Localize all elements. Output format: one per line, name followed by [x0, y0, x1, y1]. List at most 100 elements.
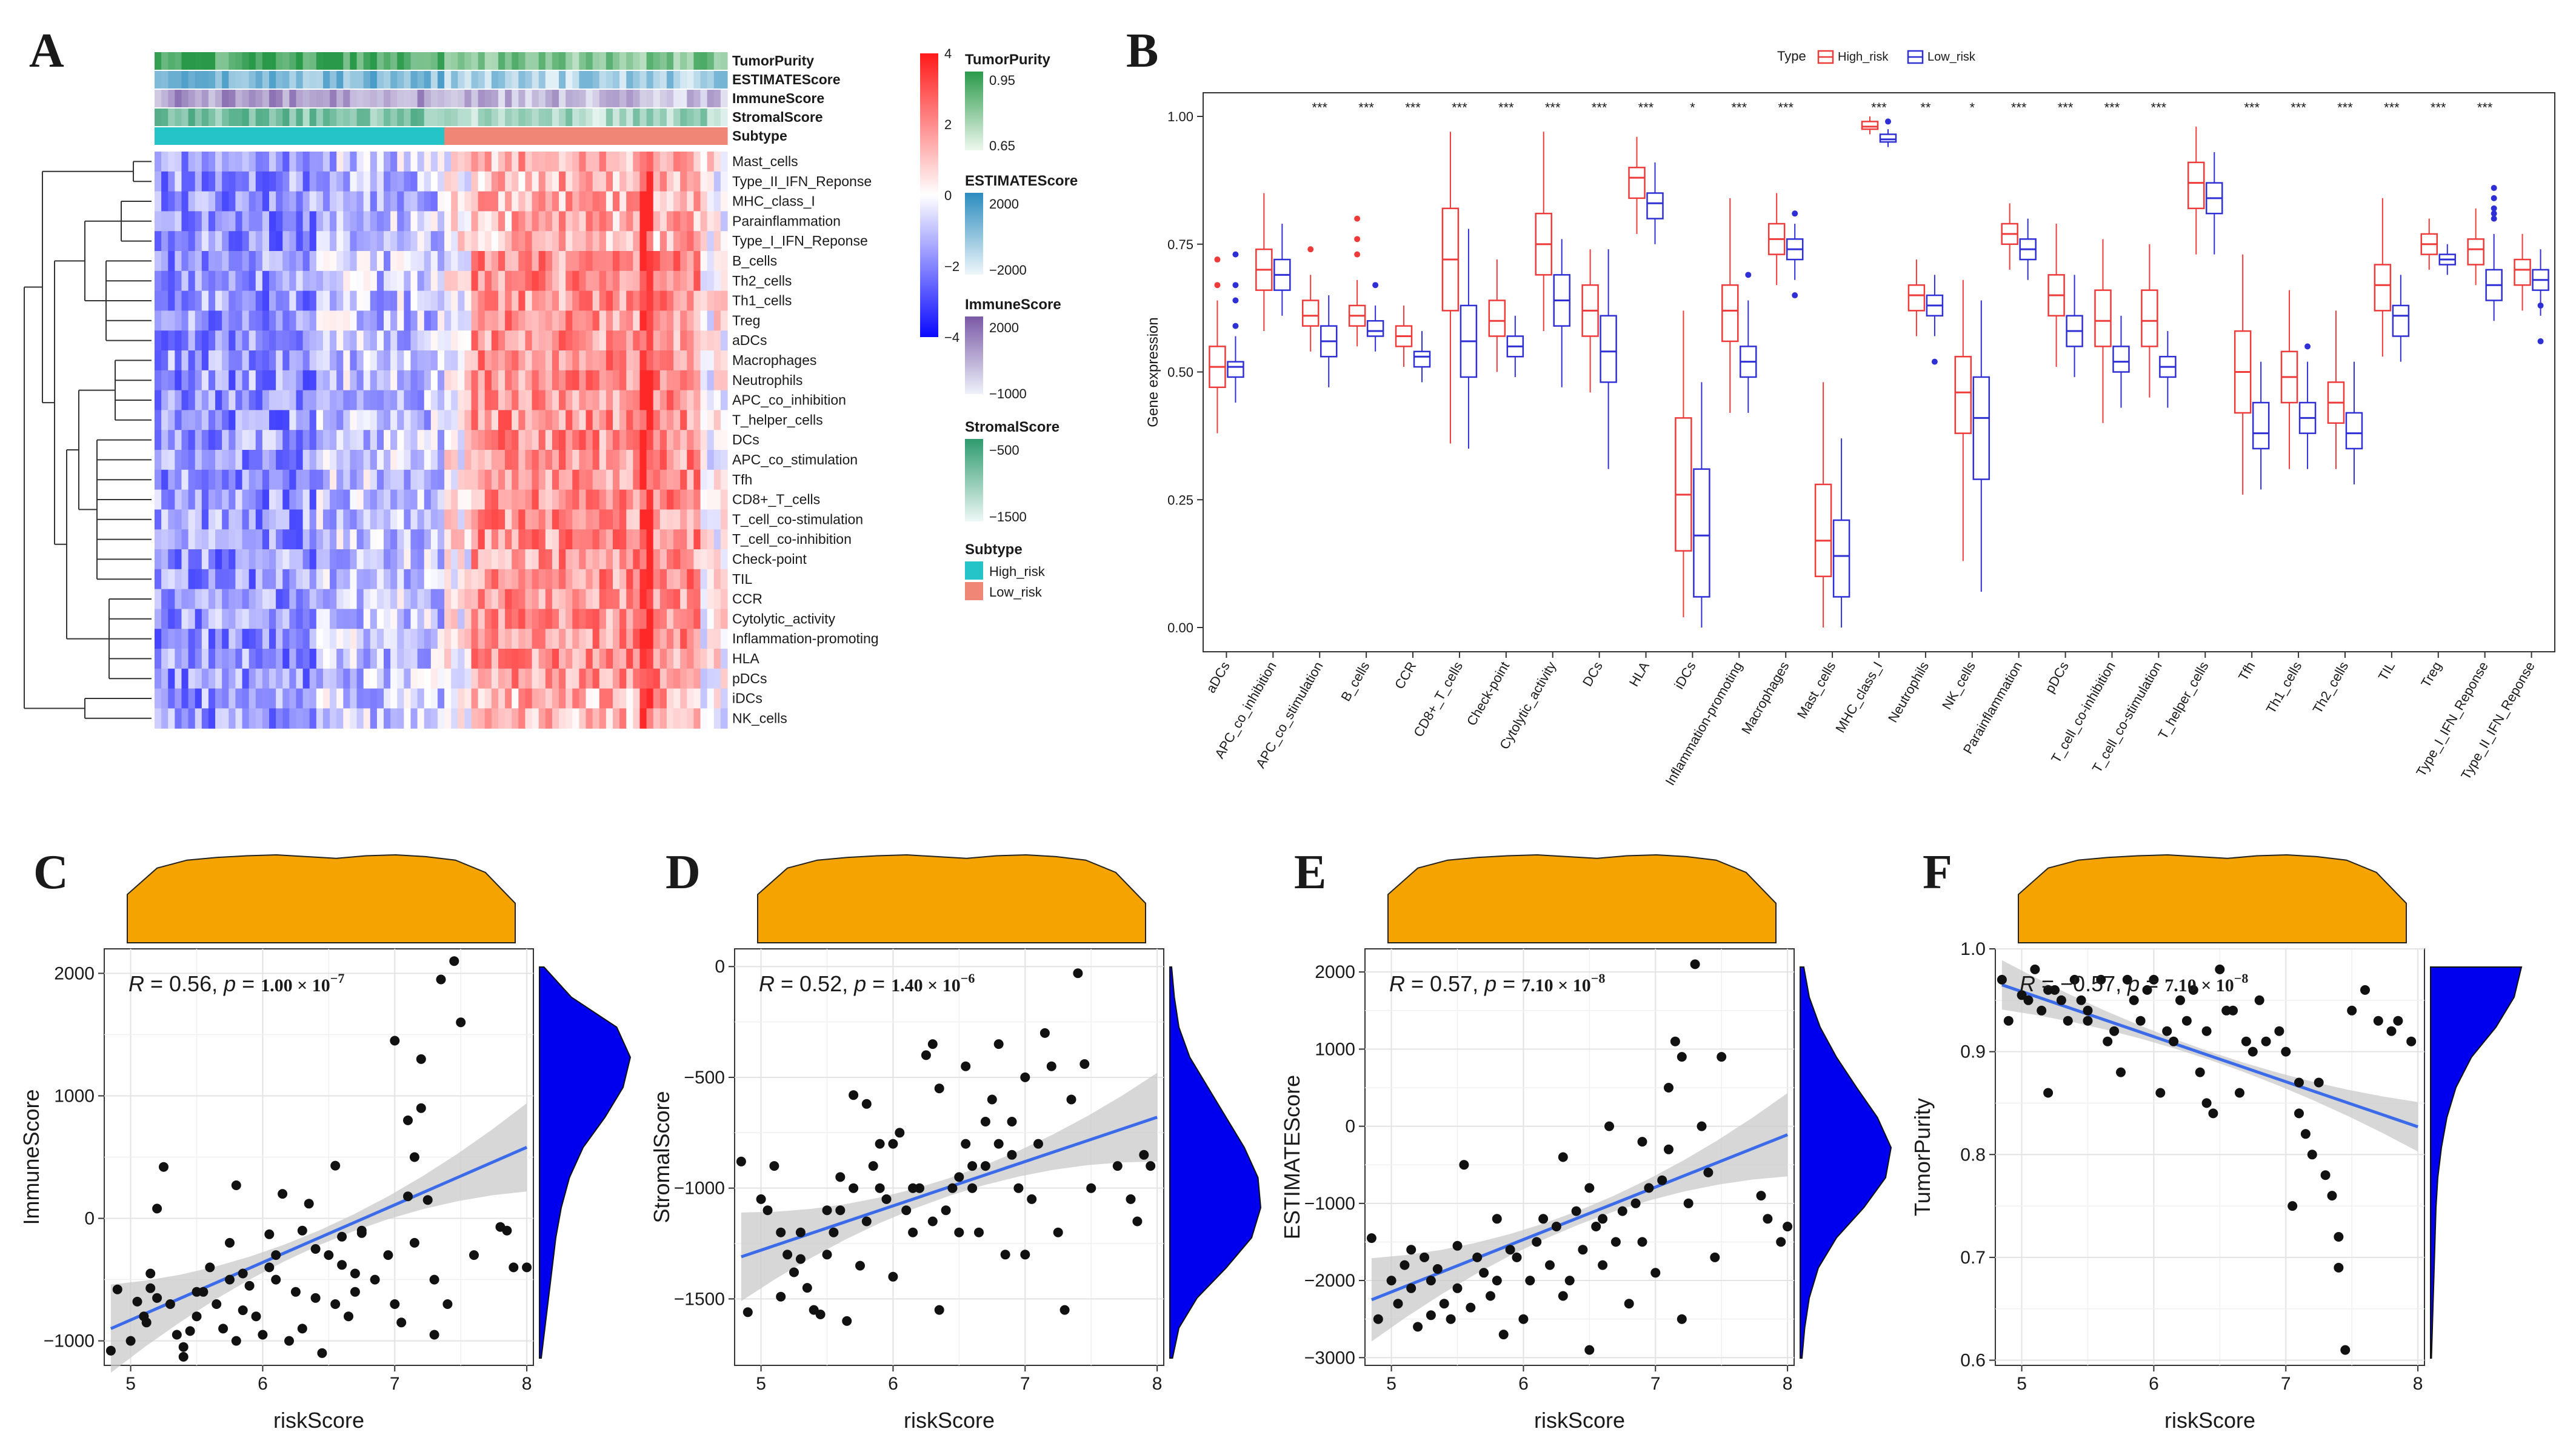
annotation-cell	[181, 52, 189, 70]
heatmap-cell	[538, 489, 546, 510]
annotation-cell	[195, 127, 202, 145]
heatmap-cell	[586, 211, 593, 232]
heatmap-cell	[208, 469, 216, 490]
scatter-point	[1677, 1314, 1687, 1324]
heatmap-cell	[518, 370, 526, 391]
scatter-point	[822, 1250, 832, 1260]
heatmap-cell	[451, 469, 458, 490]
annotation-cell	[545, 52, 553, 70]
heatmap-cell	[552, 251, 559, 272]
heatmap-cell	[195, 171, 202, 192]
heatmap-cell	[680, 450, 687, 470]
heatmap-cell	[262, 529, 270, 550]
scatter-point	[1086, 1183, 1096, 1193]
heatmap-cell	[579, 529, 587, 550]
heatmap-cell	[646, 430, 654, 450]
x-tick-label: 8	[1783, 1374, 1793, 1394]
heatmap-cell	[161, 450, 169, 470]
heatmap-cell	[343, 708, 351, 729]
heatmap-cell	[586, 469, 593, 490]
heatmap-cell	[633, 370, 641, 391]
heatmap-cell	[687, 708, 695, 729]
annotation-label: ESTIMATEScore	[732, 72, 841, 87]
scatter-point	[1366, 1233, 1376, 1243]
heatmap-cell	[376, 688, 384, 709]
heatmap-cell	[673, 450, 681, 470]
heatmap-cell	[659, 649, 667, 669]
scatter-point	[2155, 1088, 2166, 1098]
heatmap-cell	[700, 509, 708, 530]
heatmap-cell	[518, 430, 526, 450]
annotation-cell	[296, 52, 304, 70]
heatmap-cell	[155, 489, 162, 510]
heatmap-cell	[646, 231, 654, 252]
annotation-cell	[464, 90, 472, 107]
heatmap-cell	[242, 251, 250, 272]
annotation-cell	[242, 127, 250, 145]
heatmap-cell	[255, 450, 263, 470]
heatmap-cell	[208, 171, 216, 192]
heatmap-cell	[707, 430, 715, 450]
heatmap-cell	[693, 529, 701, 550]
heatmap-cell	[316, 569, 324, 590]
scatter-point	[2023, 995, 2034, 1005]
heatmap-cell	[606, 370, 613, 391]
heatmap-cell	[222, 350, 229, 371]
heatmap-cell	[437, 390, 445, 410]
heatmap-cell	[188, 390, 196, 410]
heatmap-cell	[309, 589, 317, 609]
row-label: iDCs	[732, 691, 762, 706]
heatmap-cell	[478, 509, 486, 530]
heatmap-cell	[410, 330, 418, 351]
heatmap-cell	[451, 549, 458, 570]
heatmap-cell	[666, 569, 674, 590]
heatmap-cell	[289, 430, 297, 450]
heatmap-cell	[552, 668, 559, 689]
heatmap-cell	[437, 509, 445, 530]
scatter-point	[244, 1280, 255, 1291]
heatmap-cell	[659, 251, 667, 272]
heatmap-cell	[316, 489, 324, 510]
row-label: HLA	[732, 651, 759, 666]
heatmap-cell	[302, 549, 310, 570]
annotation-cell	[639, 90, 647, 107]
heatmap-cell	[673, 270, 681, 292]
heatmap-cell	[444, 509, 452, 530]
annotation-cell	[451, 71, 458, 89]
low-risk-outlier	[1232, 323, 1239, 329]
annotation-cell	[559, 71, 566, 89]
heatmap-cell	[693, 450, 701, 470]
heatmap-cell	[484, 330, 492, 351]
scatter-point	[225, 1274, 235, 1285]
heatmap-cell	[161, 489, 169, 510]
heatmap-cell	[478, 489, 486, 510]
low-risk-outlier	[2537, 302, 2544, 309]
heatmap-cell	[707, 152, 715, 172]
heatmap-cell	[498, 489, 506, 510]
heatmap-cell	[181, 489, 189, 510]
heatmap-cell	[343, 390, 351, 410]
heatmap-cell	[255, 609, 263, 629]
heatmap-cell	[235, 152, 243, 172]
annotation-cell	[289, 71, 297, 89]
annotation-cell	[484, 52, 492, 70]
heatmap-cell	[336, 211, 344, 232]
heatmap-cell	[659, 310, 667, 331]
heatmap-cell	[639, 171, 647, 192]
scatter-point	[934, 1305, 944, 1315]
heatmap-cell	[673, 290, 681, 311]
annotation-cell	[181, 90, 189, 107]
heatmap-cell	[356, 171, 364, 192]
heatmap-cell	[269, 649, 276, 669]
heatmap-cell	[653, 529, 661, 550]
scatter-point	[251, 1311, 261, 1322]
scatter-point	[370, 1274, 380, 1285]
heatmap-cell	[680, 430, 687, 450]
heatmap-cell	[646, 211, 654, 232]
heatmap-cell	[249, 152, 256, 172]
heatmap-cell	[235, 649, 243, 669]
heatmap-cell	[532, 668, 539, 689]
heatmap-cell	[397, 688, 404, 709]
significance-mark: ***	[1545, 100, 1561, 115]
heatmap-cell	[518, 469, 526, 490]
